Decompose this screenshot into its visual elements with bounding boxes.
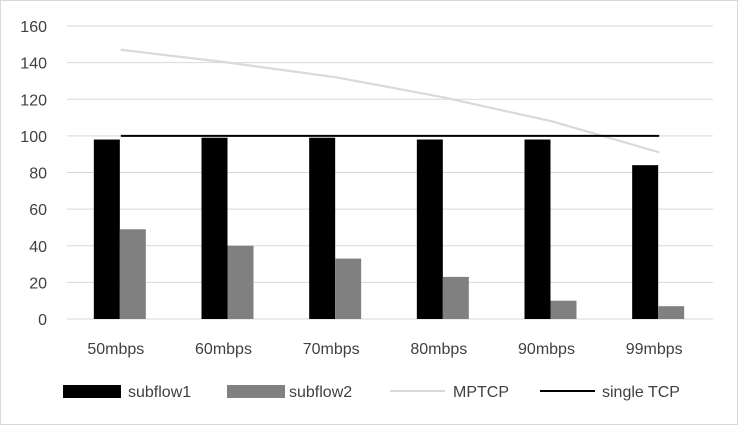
bar-subflow1	[524, 139, 551, 319]
y-tick-label: 40	[29, 239, 47, 256]
x-tick-label: 70mbps	[303, 341, 360, 358]
x-axis-ticks: 50mbps 60mbps 70mbps 80mbps 90mbps 99mbps	[87, 341, 682, 358]
bar-subflow1	[201, 137, 228, 319]
legend-label: single TCP	[602, 384, 680, 401]
bar-subflow1	[309, 137, 336, 319]
x-tick-label: 60mbps	[195, 341, 252, 358]
x-tick-label: 99mbps	[626, 341, 683, 358]
x-tick-label: 90mbps	[518, 341, 575, 358]
bar-subflow1	[632, 165, 659, 319]
bar-subflow2	[658, 306, 685, 319]
gridlines	[67, 25, 713, 320]
y-tick-label: 140	[20, 56, 47, 73]
legend-label: MPTCP	[453, 384, 509, 401]
legend-label: subflow1	[128, 384, 191, 401]
y-tick-label: 120	[20, 92, 47, 109]
legend-swatch-subflow1	[63, 385, 121, 398]
bar-subflow1	[93, 139, 120, 319]
bar-subflow1	[416, 139, 443, 319]
y-tick-label: 20	[29, 275, 47, 292]
legend-swatch-subflow2	[227, 385, 285, 398]
legend-label: subflow2	[289, 384, 352, 401]
bar-subflow2	[227, 245, 254, 319]
x-tick-label: 50mbps	[87, 341, 144, 358]
bar-subflow2	[119, 229, 146, 319]
legend: subflow1 subflow2 MPTCP single TCP	[63, 384, 680, 401]
bar-subflow2	[442, 276, 469, 319]
bar-subflow2	[550, 300, 577, 319]
y-tick-label: 0	[38, 312, 47, 329]
y-tick-label: 160	[20, 19, 47, 36]
lines	[120, 48, 660, 154]
bars	[93, 137, 685, 319]
y-axis-ticks: 0 20 40 60 80 100 120 140 160	[20, 19, 47, 329]
y-tick-label: 100	[20, 129, 47, 146]
x-tick-label: 80mbps	[410, 341, 467, 358]
y-tick-label: 80	[29, 166, 47, 183]
y-tick-label: 60	[29, 202, 47, 219]
line-MPTCP	[120, 48, 660, 154]
bar-subflow2	[335, 258, 362, 319]
